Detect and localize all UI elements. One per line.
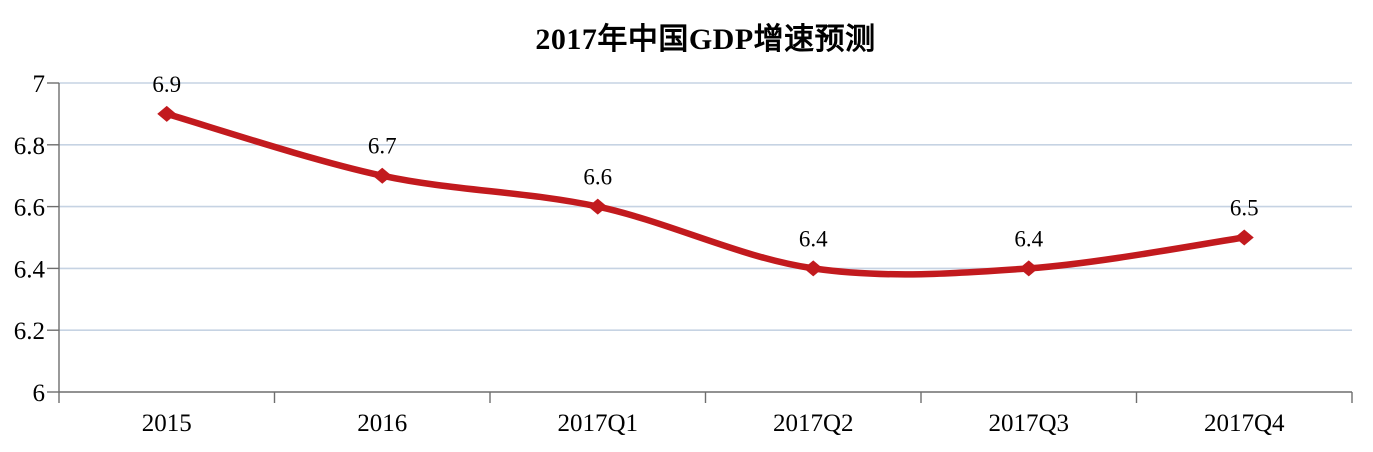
y-tick-label: 6.4 (14, 256, 46, 283)
data-point-marker (588, 198, 608, 215)
y-tick-label: 6 (33, 380, 46, 407)
series-line (163, 110, 1248, 278)
y-tick-label: 6.6 (14, 195, 45, 222)
data-point-marker (1234, 229, 1254, 246)
y-tick-label: 6.2 (14, 318, 45, 345)
data-point-label: 6.6 (583, 165, 612, 190)
data-point-label: 6.4 (799, 226, 828, 251)
x-axis-label: 2015 (142, 410, 192, 437)
x-axis-label: 2017Q2 (773, 410, 854, 437)
data-point-label: 6.7 (368, 134, 397, 159)
y-tick-label: 7 (33, 71, 46, 98)
data-point-label: 6.4 (1014, 226, 1043, 251)
data-point-label: 6.9 (152, 72, 181, 97)
data-point-marker (372, 167, 392, 184)
x-axis-label: 2017Q4 (1204, 410, 1285, 437)
data-point-marker (803, 260, 823, 277)
data-point-marker (157, 105, 177, 122)
x-axis-label: 2017Q3 (988, 410, 1069, 437)
data-point-label: 6.5 (1230, 196, 1259, 221)
x-axis-label: 2016 (357, 410, 407, 437)
data-point-marker (1019, 260, 1039, 277)
chart-title: 2017年中国GDP增速预测 (535, 23, 876, 56)
x-axis-label: 2017Q1 (557, 410, 638, 437)
y-tick-label: 6.8 (14, 133, 45, 160)
